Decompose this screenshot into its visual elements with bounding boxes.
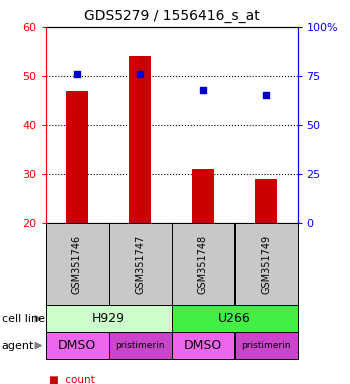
Text: ■  count: ■ count [49, 375, 95, 384]
Text: GSM351748: GSM351748 [198, 235, 208, 293]
Bar [129, 56, 151, 223]
Point [200, 86, 206, 93]
Text: U266: U266 [218, 312, 251, 325]
Text: pristimerin: pristimerin [115, 341, 165, 350]
Bar [66, 91, 88, 223]
Bar [255, 179, 277, 223]
Text: GSM351749: GSM351749 [261, 235, 271, 293]
Point [137, 71, 143, 77]
Text: pristimerin: pristimerin [241, 341, 291, 350]
Text: H929: H929 [92, 312, 125, 325]
Text: cell line: cell line [2, 314, 45, 324]
Text: GSM351747: GSM351747 [135, 234, 145, 294]
Point [74, 71, 80, 77]
Text: agent: agent [2, 341, 34, 351]
Point [263, 92, 269, 98]
Text: GSM351746: GSM351746 [72, 235, 82, 293]
Text: DMSO: DMSO [58, 339, 96, 352]
Text: DMSO: DMSO [184, 339, 222, 352]
Title: GDS5279 / 1556416_s_at: GDS5279 / 1556416_s_at [84, 9, 259, 23]
Bar [192, 169, 214, 223]
